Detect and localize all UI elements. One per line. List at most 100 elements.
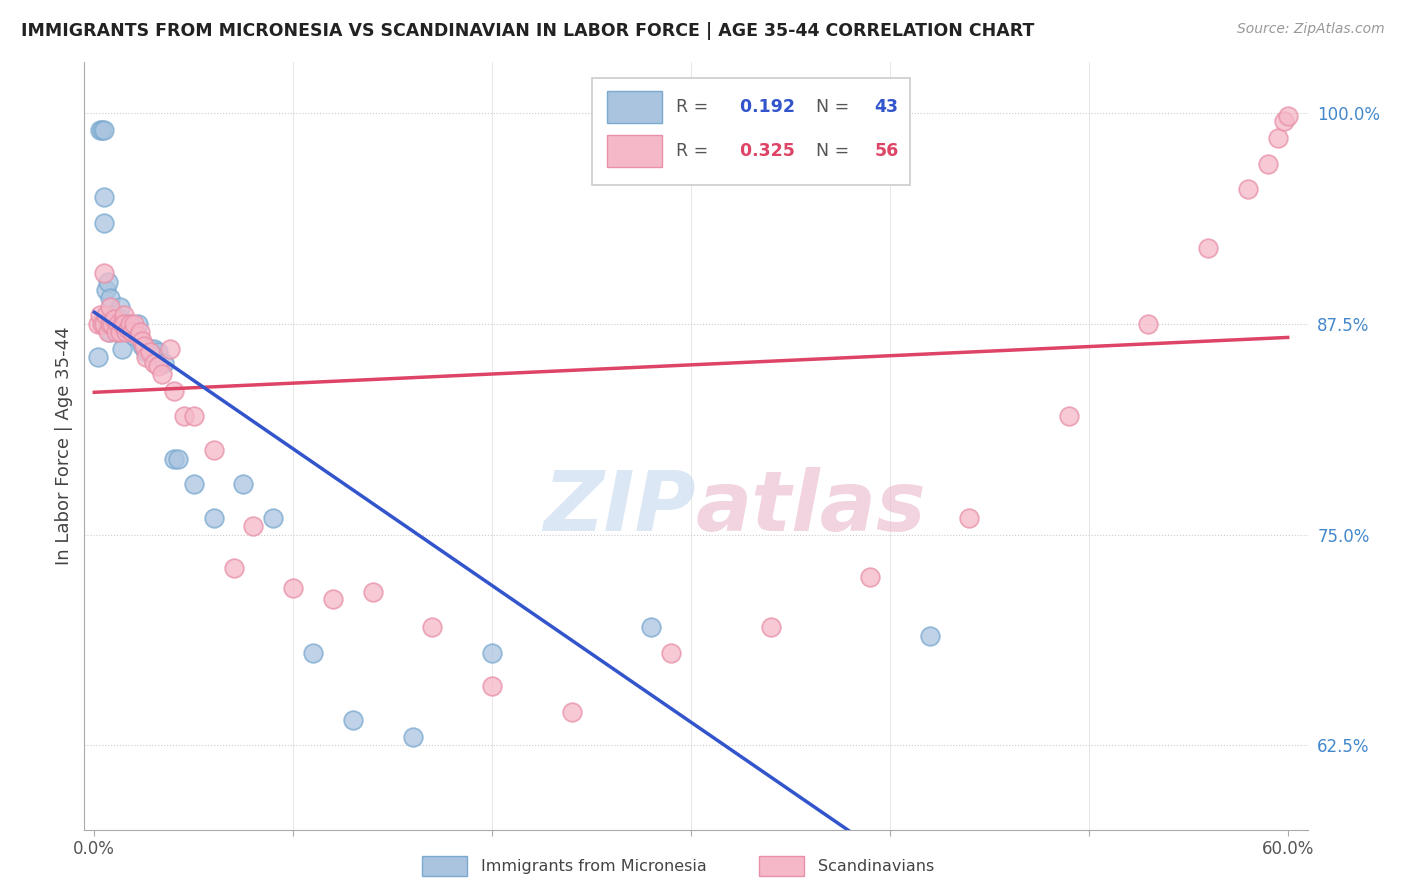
Point <box>120 317 142 331</box>
Point <box>202 443 225 458</box>
Point <box>112 317 135 331</box>
Point <box>150 368 173 382</box>
Point <box>97 325 120 339</box>
Point <box>135 345 157 359</box>
Point <box>262 510 284 524</box>
Point <box>918 629 941 643</box>
Point <box>183 477 205 491</box>
Point <box>89 309 111 323</box>
Point <box>153 355 176 369</box>
Point <box>103 311 125 326</box>
Point <box>159 342 181 356</box>
Point <box>98 317 121 331</box>
Bar <box>606 91 662 123</box>
Point <box>107 325 129 339</box>
Point <box>561 705 583 719</box>
Point <box>1277 109 1299 123</box>
Point <box>481 679 503 693</box>
Point <box>129 325 152 339</box>
Point <box>166 451 188 466</box>
Point <box>759 620 782 634</box>
Point <box>481 646 503 660</box>
FancyBboxPatch shape <box>592 78 910 186</box>
Point <box>322 591 344 606</box>
Point <box>121 325 143 339</box>
Point <box>1197 241 1219 255</box>
Point <box>93 317 115 331</box>
Point <box>1267 131 1289 145</box>
Point <box>105 309 128 323</box>
Point <box>135 351 157 365</box>
Point <box>422 620 444 634</box>
Point <box>302 646 325 660</box>
Point <box>342 713 364 727</box>
Point <box>222 561 245 575</box>
Text: atlas: atlas <box>696 467 927 548</box>
Point <box>97 317 120 331</box>
Text: Scandinavians: Scandinavians <box>818 859 935 873</box>
Point <box>98 300 121 314</box>
Point <box>108 325 131 339</box>
Point <box>91 123 114 137</box>
Point <box>117 317 139 331</box>
Point <box>112 317 135 331</box>
Text: 0.325: 0.325 <box>734 142 794 160</box>
Point <box>122 317 145 331</box>
Point <box>91 317 114 331</box>
Point <box>146 345 169 359</box>
Point <box>242 519 264 533</box>
Point <box>127 328 149 343</box>
Text: IMMIGRANTS FROM MICRONESIA VS SCANDINAVIAN IN LABOR FORCE | AGE 35-44 CORRELATIO: IMMIGRANTS FROM MICRONESIA VS SCANDINAVI… <box>21 22 1035 40</box>
Point <box>120 317 142 331</box>
Point <box>1137 317 1160 331</box>
Point <box>115 325 138 339</box>
Point <box>93 123 115 137</box>
Point <box>361 584 384 599</box>
Point <box>87 317 110 331</box>
Point <box>1257 156 1279 170</box>
Point <box>111 342 134 356</box>
Text: R =: R = <box>676 142 714 160</box>
Point <box>89 123 111 137</box>
Text: R =: R = <box>676 98 714 116</box>
Point <box>103 309 125 323</box>
Point <box>93 216 115 230</box>
Point <box>98 292 121 306</box>
Point <box>146 359 169 373</box>
Y-axis label: In Labor Force | Age 35-44: In Labor Force | Age 35-44 <box>55 326 73 566</box>
Point <box>859 569 882 583</box>
Point <box>659 646 682 660</box>
Point <box>173 409 195 424</box>
Point <box>117 322 139 336</box>
Point <box>132 339 155 353</box>
Point <box>202 510 225 524</box>
Text: ZIP: ZIP <box>543 467 696 548</box>
Text: Immigrants from Micronesia: Immigrants from Micronesia <box>481 859 707 873</box>
Point <box>97 275 120 289</box>
Point <box>232 477 254 491</box>
Point <box>131 339 153 353</box>
Point <box>401 730 423 744</box>
Point <box>1272 114 1295 128</box>
Text: 43: 43 <box>875 98 898 116</box>
Point <box>93 266 115 280</box>
Point <box>112 309 135 323</box>
Point <box>139 342 162 356</box>
Point <box>1057 409 1080 424</box>
Point <box>132 339 155 353</box>
Point <box>143 355 166 369</box>
Point <box>93 190 115 204</box>
Point <box>96 309 118 323</box>
Point <box>131 334 153 348</box>
Point <box>101 309 124 323</box>
Point <box>112 317 135 331</box>
Point <box>183 409 205 424</box>
Point <box>163 384 186 399</box>
Point <box>122 328 145 343</box>
Text: 56: 56 <box>875 142 898 160</box>
Point <box>105 325 128 339</box>
Point <box>163 451 186 466</box>
Point <box>107 317 129 331</box>
Point <box>143 342 166 356</box>
Point <box>108 300 131 314</box>
